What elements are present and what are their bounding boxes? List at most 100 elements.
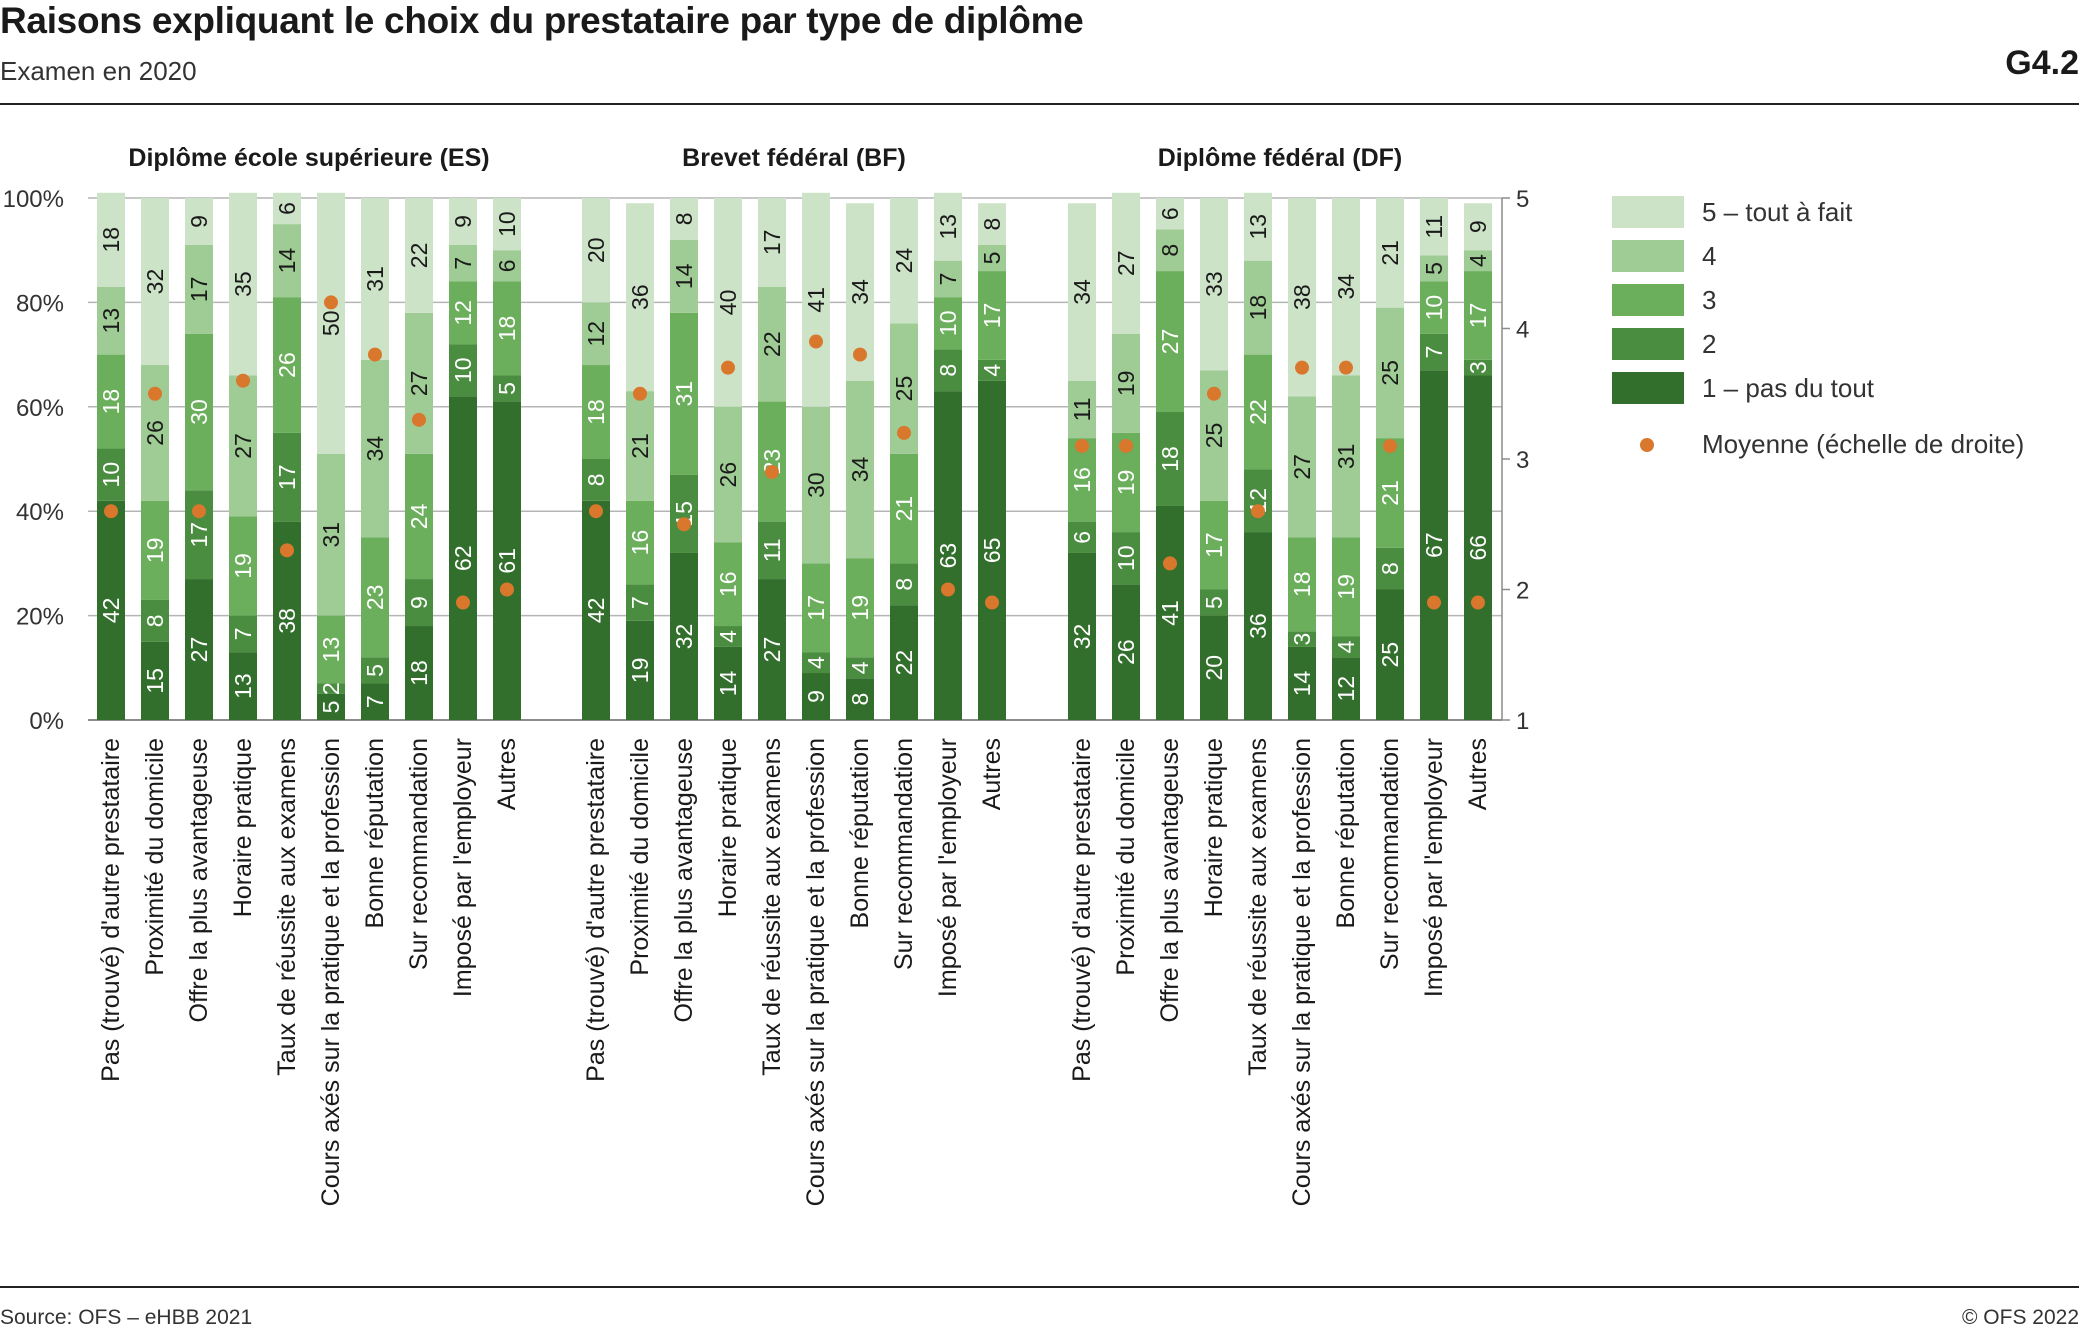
data-label: 62	[450, 545, 476, 571]
category-label: Offre la plus avantageuse	[1156, 738, 1184, 1022]
chart-subtitle: Examen en 2020	[0, 56, 197, 86]
data-label: 10	[1421, 295, 1447, 321]
data-label: 17	[1465, 303, 1491, 329]
data-label: 18	[1289, 571, 1315, 597]
bar-segment	[802, 673, 830, 720]
bar-segment	[97, 286, 125, 355]
bar-segment	[1112, 584, 1140, 720]
bar-segment	[1332, 375, 1360, 538]
data-label: 25	[1201, 423, 1227, 449]
bar-segment	[1200, 615, 1228, 720]
legend-label-mean: Moyenne (échelle de droite)	[1702, 429, 2025, 459]
data-label: 19	[230, 553, 256, 579]
bar-segment	[1156, 198, 1184, 230]
bar-segment	[361, 657, 389, 684]
data-label: 8	[979, 218, 1005, 231]
bar-segment	[1332, 537, 1360, 637]
legend-swatch-5	[1612, 196, 1684, 228]
data-label: 30	[186, 399, 212, 425]
mean-marker	[104, 504, 118, 519]
mean-marker	[721, 360, 735, 375]
category-label: Autres	[1464, 738, 1492, 810]
bar-segment	[141, 198, 169, 366]
data-label: 26	[715, 462, 741, 488]
bar-segment	[449, 281, 477, 345]
bar-segment	[185, 198, 213, 245]
y-right-tick: 2	[1516, 578, 1529, 605]
bar-segment	[1068, 203, 1096, 381]
data-label: 25	[1377, 642, 1403, 668]
bar-segment	[978, 271, 1006, 360]
bar-segment	[1376, 547, 1404, 590]
data-label: 20	[1201, 655, 1227, 681]
bar-segment	[890, 453, 918, 564]
data-label: 17	[759, 230, 785, 256]
bar-segment	[758, 579, 786, 720]
data-label: 2	[318, 682, 344, 695]
bar-segment	[229, 516, 257, 616]
mean-marker	[280, 543, 294, 558]
bar-segment	[714, 542, 742, 627]
bar-segment	[1420, 198, 1448, 256]
data-label: 25	[891, 376, 917, 402]
data-label: 22	[1245, 399, 1271, 425]
bar-segment	[1112, 532, 1140, 585]
data-label: 67	[1421, 532, 1447, 558]
bar-segment	[1112, 192, 1140, 334]
bar-segment	[1200, 198, 1228, 371]
bar-segment	[626, 500, 654, 585]
mean-marker	[500, 582, 514, 597]
category-label: Offre la plus avantageuse	[670, 738, 698, 1022]
data-label: 34	[362, 436, 388, 462]
bar-segment	[978, 244, 1006, 272]
bar-segment	[229, 615, 257, 653]
data-label: 34	[1333, 274, 1359, 300]
bar-segment	[1288, 631, 1316, 647]
data-label: 31	[362, 266, 388, 292]
data-label: 18	[494, 316, 520, 342]
category-label: Offre la plus avantageuse	[185, 738, 213, 1022]
data-label: 22	[891, 650, 917, 676]
data-label: 8	[1377, 562, 1403, 575]
data-label: 15	[142, 668, 168, 694]
bar-segment	[890, 563, 918, 606]
category-label: Cours axés sur la pratique et la profess…	[1288, 738, 1316, 1206]
data-label: 13	[230, 673, 256, 699]
mean-marker	[324, 295, 338, 310]
bar-segment	[1068, 521, 1096, 553]
data-label: 38	[1289, 284, 1315, 310]
data-label: 3	[1289, 633, 1315, 646]
bar-segment	[1376, 307, 1404, 439]
data-label: 27	[1113, 250, 1139, 276]
data-label: 8	[1157, 244, 1183, 257]
legend-label-4: 4	[1702, 241, 1717, 271]
data-label: 6	[274, 202, 300, 215]
category-label: Pas (trouvé) d'autre prestataire	[582, 738, 610, 1082]
data-label: 5	[494, 382, 520, 395]
data-label: 34	[847, 279, 873, 305]
bar-segment	[670, 198, 698, 240]
bar-segment	[1376, 198, 1404, 308]
data-label: 10	[1113, 545, 1139, 571]
data-label: 6	[1069, 531, 1095, 544]
y-right-tick: 4	[1516, 317, 1529, 344]
bar-segment	[361, 537, 389, 658]
bar-segment	[1244, 354, 1272, 470]
bar-segment	[1376, 589, 1404, 720]
data-label: 18	[583, 399, 609, 425]
bar-segment	[890, 605, 918, 720]
data-label: 4	[979, 364, 1005, 377]
data-label: 10	[494, 211, 520, 237]
legend-label-1: 1 – pas du tout	[1702, 373, 1875, 403]
data-label: 20	[583, 237, 609, 263]
category-label: Cours axés sur la pratique et la profess…	[802, 738, 830, 1206]
data-label: 21	[1377, 240, 1403, 266]
data-label: 35	[230, 271, 256, 297]
data-label: 34	[1069, 279, 1095, 305]
data-label: 11	[1421, 215, 1447, 239]
bar-segment	[1244, 260, 1272, 355]
data-label: 4	[715, 630, 741, 643]
data-label: 26	[142, 420, 168, 446]
category-label: Sur recommandation	[890, 738, 918, 970]
mean-marker	[809, 334, 823, 349]
